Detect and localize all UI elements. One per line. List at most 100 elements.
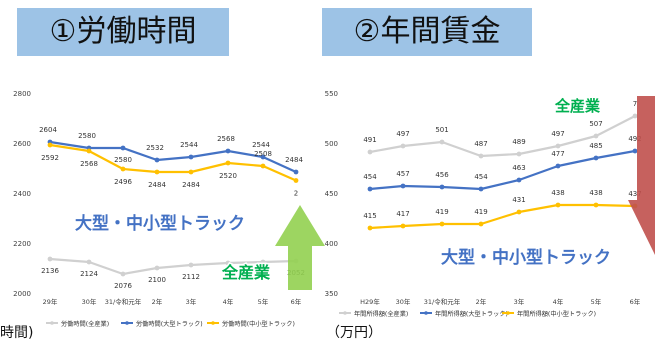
callout-truck-wage: 大型・中小型トラック <box>441 247 611 268</box>
y-tick-label: 550 <box>325 90 338 98</box>
data-label: 2508 <box>254 150 272 158</box>
panel-title-annual-wage: ②年間賃金 <box>322 8 532 56</box>
legend-label: 年間所得額(大型トラック) <box>435 310 508 318</box>
series-line <box>49 143 297 182</box>
data-point <box>47 256 53 262</box>
data-label: 2484 <box>285 156 303 164</box>
data-label: 507 <box>589 120 602 128</box>
data-label: 2496 <box>114 178 132 186</box>
x-tick-label: 3年 <box>514 297 525 306</box>
data-label: 2124 <box>80 270 98 278</box>
data-point <box>225 160 231 166</box>
data-point <box>478 221 484 227</box>
legend-marker <box>211 321 215 325</box>
data-label: 2604 <box>39 126 57 134</box>
legend-label: 年間所得額(中小型トラック) <box>517 310 596 318</box>
x-tick-label: 4年 <box>223 297 234 306</box>
legend-label: 労働時間(中小型トラック) <box>222 320 295 328</box>
y-tick-label: 2200 <box>13 240 31 248</box>
data-label: 417 <box>396 210 409 218</box>
legend-label: 労働時間(大型トラック) <box>136 320 203 328</box>
data-label: 2 <box>294 190 298 198</box>
data-point <box>400 143 406 149</box>
data-point <box>188 262 194 268</box>
callout-all-industry-hours: 全産業 <box>221 263 271 282</box>
data-point <box>86 148 92 154</box>
x-tick-label: 4年 <box>553 297 564 306</box>
legend-label: 年間所得額(全産業) <box>354 310 408 318</box>
data-point <box>478 153 484 159</box>
x-tick-label: 29年 <box>43 297 58 306</box>
x-tick-label: 3年 <box>186 297 197 306</box>
y-tick-label: 450 <box>325 190 338 198</box>
data-label: 454 <box>474 173 488 181</box>
series-line <box>369 149 636 191</box>
data-point <box>367 186 373 192</box>
data-label: 2580 <box>114 156 132 164</box>
data-label: 2568 <box>217 135 235 143</box>
y-tick-label: 2600 <box>13 140 31 148</box>
data-point <box>367 225 373 231</box>
unit-label-wage: （万円） <box>326 325 382 341</box>
data-label: 497 <box>551 130 564 138</box>
data-label: 501 <box>435 126 448 134</box>
data-label: 477 <box>551 150 564 158</box>
data-point <box>400 183 406 189</box>
data-point <box>478 186 484 192</box>
data-point <box>225 260 231 266</box>
legend-marker <box>506 311 510 315</box>
data-point <box>555 202 561 208</box>
data-point <box>632 113 638 119</box>
series-line <box>369 203 636 230</box>
data-label: 485 <box>589 142 602 150</box>
data-point <box>260 259 266 265</box>
data-label: 419 <box>474 208 487 216</box>
data-label: 419 <box>435 208 448 216</box>
data-point <box>516 209 522 215</box>
callout-truck-hours: 大型・中小型トラック <box>75 213 245 234</box>
data-point <box>154 169 160 175</box>
data-label: 2136 <box>41 267 59 275</box>
up-arrow <box>275 205 325 290</box>
series-line <box>49 257 297 276</box>
data-point <box>154 265 160 271</box>
data-label: 2484 <box>182 181 200 189</box>
y-tick-label: 2800 <box>13 90 31 98</box>
data-point <box>260 154 266 160</box>
data-label: 491 <box>363 136 376 144</box>
data-point <box>439 139 445 145</box>
data-point <box>260 163 266 169</box>
y-tick-label: 400 <box>325 240 338 248</box>
y-tick-label: 2000 <box>13 290 31 298</box>
legend-label: 労働時間(全産業) <box>61 320 109 328</box>
x-tick-label: 6年 <box>630 297 641 306</box>
data-label: 2568 <box>80 160 98 168</box>
series-line <box>49 140 297 174</box>
data-point <box>555 143 561 149</box>
data-label: 2544 <box>180 141 198 149</box>
data-label: 2532 <box>146 144 164 152</box>
y-tick-label: 2400 <box>13 190 31 198</box>
data-point <box>593 202 599 208</box>
data-label: 2076 <box>114 282 132 290</box>
down-arrow <box>628 96 655 255</box>
data-label: 492 <box>628 135 641 143</box>
data-point <box>439 184 445 190</box>
data-point <box>516 177 522 183</box>
x-tick-label: 30年 <box>82 297 97 306</box>
unit-label-hours: 時間) <box>0 325 34 341</box>
legend-marker <box>343 311 347 315</box>
x-tick-label: 6年 <box>291 297 302 306</box>
x-tick-label: 5年 <box>591 297 602 306</box>
y-tick-label: 350 <box>325 290 338 298</box>
x-tick-label: 2年 <box>476 297 487 306</box>
data-point <box>120 166 126 172</box>
y-tick-label: 500 <box>325 140 338 148</box>
data-point <box>400 223 406 229</box>
x-tick-label: 30年 <box>396 297 411 306</box>
data-label: 497 <box>396 130 409 138</box>
series-line <box>369 115 636 158</box>
x-tick-label: 5年 <box>258 297 269 306</box>
data-label: 2544 <box>252 141 270 149</box>
